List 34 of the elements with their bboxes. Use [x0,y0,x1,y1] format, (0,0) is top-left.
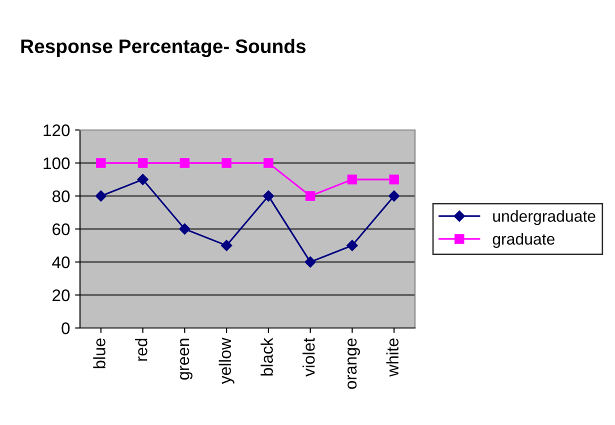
point [388,190,400,202]
point [180,158,190,168]
x-tick-label: yellow [218,338,234,384]
point [304,256,316,268]
y-tick-label: 80 [52,190,70,202]
point [137,174,148,186]
y-tick-label: 120 [44,124,70,136]
x-tick-label: violet [302,338,315,377]
point [95,190,107,202]
legend-label: undergraduate [493,210,596,226]
point [179,223,190,235]
point [138,158,148,168]
point [347,174,358,184]
x-tick-label: blue [93,338,106,368]
x-tick-label: red [135,338,148,361]
point [262,190,274,202]
point [346,240,358,252]
y-tick-label: 100 [44,157,70,170]
y-tick-label: 20 [52,289,70,302]
x-tick-label: green [180,338,192,380]
x-tick-label: black [260,338,273,376]
point [96,158,106,168]
y-tick-label: 60 [52,223,70,236]
y-tick-label: 0 [62,322,70,334]
point [305,191,316,201]
chart-title: Response Percentage- Sounds [21,38,306,58]
legend-label: graduate [492,232,554,248]
x-tick-label: orange [348,338,360,389]
point [264,158,274,168]
x-tick-label: white [386,338,399,377]
point [389,174,399,184]
y-tick-label: 40 [52,256,70,268]
point [220,240,232,252]
point [222,158,232,168]
